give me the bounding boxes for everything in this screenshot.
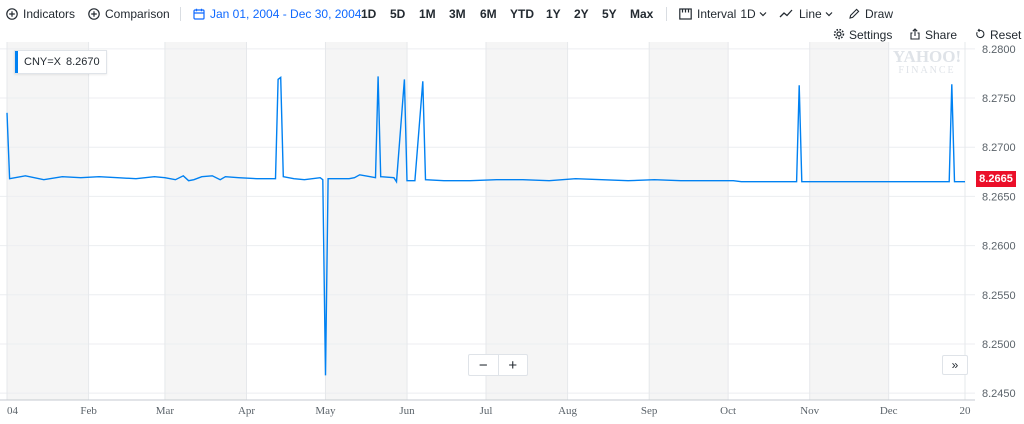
month-bands bbox=[7, 42, 889, 400]
yahoo-finance-watermark: YAHOO! FINANCE bbox=[887, 48, 967, 76]
y-tick-label: 8.2450 bbox=[982, 388, 1016, 400]
settings-button[interactable]: Settings bbox=[833, 28, 892, 42]
y-tick-label: 8.2750 bbox=[982, 93, 1016, 105]
y-tick-label: 8.2600 bbox=[982, 241, 1016, 253]
indicators-button[interactable]: Indicators bbox=[6, 0, 75, 28]
range-5d-button[interactable]: 5D bbox=[390, 7, 406, 21]
series-legend[interactable]: CNY=X 8.2670 bbox=[14, 50, 107, 74]
range-2y-button[interactable]: 2Y bbox=[574, 7, 589, 21]
range-5y-button[interactable]: 5Y bbox=[602, 7, 617, 21]
gear-icon bbox=[833, 28, 845, 43]
draw-label: Draw bbox=[865, 7, 894, 21]
month-band bbox=[164, 42, 247, 400]
chart-toolbar: Indicators Comparison Jan 01, 2004 - Dec… bbox=[0, 0, 1024, 28]
x-tick-label: Jul bbox=[480, 405, 493, 417]
range-6m-button[interactable]: 6M bbox=[480, 7, 497, 21]
reset-icon bbox=[974, 28, 986, 43]
gridlines bbox=[0, 42, 975, 400]
legend-color-swatch bbox=[15, 51, 18, 73]
legend-symbol: CNY=X bbox=[24, 56, 61, 68]
y-tick-label: 8.2650 bbox=[982, 191, 1016, 203]
x-axis-labels: 04 Feb Mar Apr May Jun Jul Aug Sep Oct Nov Dec 20 bbox=[7, 405, 971, 417]
comparison-label: Comparison bbox=[105, 7, 170, 21]
x-tick-label: Apr bbox=[238, 405, 255, 417]
date-range-label: Jan 01, 2004 - Dec 30, 2004 bbox=[210, 7, 362, 21]
zoom-in-button[interactable]: + bbox=[508, 356, 518, 374]
interval-dropdown[interactable]: Interval 1D bbox=[679, 0, 767, 28]
pencil-icon bbox=[848, 8, 860, 20]
watermark-line1: YAHOO! bbox=[892, 47, 962, 66]
comparison-button[interactable]: Comparison bbox=[88, 0, 170, 28]
chart-type-dropdown[interactable]: Line bbox=[779, 0, 833, 28]
month-band bbox=[649, 42, 729, 400]
date-range-button[interactable]: Jan 01, 2004 - Dec 30, 2004 bbox=[193, 0, 361, 28]
x-tick-label: Mar bbox=[156, 405, 175, 417]
range-1y-button[interactable]: 1Y bbox=[546, 7, 561, 21]
toolbar-divider bbox=[666, 7, 667, 21]
draw-button[interactable]: Draw bbox=[848, 0, 893, 28]
interval-label: Interval bbox=[697, 7, 737, 21]
share-button[interactable]: Share bbox=[909, 27, 958, 43]
y-tick-label: 8.2800 bbox=[982, 44, 1016, 56]
interval-icon bbox=[679, 8, 692, 20]
range-ytd-button[interactable]: YTD bbox=[510, 7, 534, 21]
zoom-divider bbox=[497, 355, 499, 375]
last-price-badge: 8.2665 bbox=[976, 171, 1016, 187]
series-line-cny bbox=[6, 76, 965, 376]
x-tick-label: Dec bbox=[880, 405, 898, 417]
y-tick-label: 8.2700 bbox=[982, 142, 1016, 154]
toolbar-divider bbox=[180, 7, 181, 21]
x-tick-label: 04 bbox=[7, 405, 19, 417]
x-tick-label: Feb bbox=[80, 405, 97, 417]
x-tick-label: Aug bbox=[558, 405, 577, 417]
line-chart-icon bbox=[779, 9, 793, 19]
x-tick-label: 20 bbox=[960, 405, 972, 417]
calendar-icon bbox=[193, 8, 205, 20]
range-3m-button[interactable]: 3M bbox=[449, 7, 466, 21]
chevron-down-icon bbox=[759, 11, 767, 17]
range-1d-button[interactable]: 1D bbox=[361, 7, 377, 21]
y-tick-label: 8.2500 bbox=[982, 339, 1016, 351]
legend-value: 8.2670 bbox=[66, 56, 100, 68]
share-label: Share bbox=[925, 28, 958, 42]
indicators-label: Indicators bbox=[23, 7, 76, 21]
interval-value: 1D bbox=[740, 7, 756, 21]
share-icon bbox=[909, 27, 921, 43]
plus-circle-icon bbox=[88, 8, 100, 20]
month-band bbox=[486, 42, 568, 400]
x-tick-label: Sep bbox=[641, 405, 658, 417]
x-tick-label: Jun bbox=[399, 405, 415, 417]
reset-button[interactable]: Reset bbox=[974, 28, 1021, 42]
x-tick-label: May bbox=[315, 405, 336, 417]
month-band bbox=[325, 42, 408, 400]
x-tick-label: Oct bbox=[720, 405, 736, 417]
zoom-out-button[interactable]: − bbox=[478, 356, 488, 374]
settings-label: Settings bbox=[849, 28, 893, 42]
month-band bbox=[7, 42, 89, 400]
y-tick-label: 8.2550 bbox=[982, 290, 1016, 302]
plus-circle-icon bbox=[6, 8, 18, 20]
reset-label: Reset bbox=[990, 28, 1022, 42]
range-1m-button[interactable]: 1M bbox=[419, 7, 436, 21]
x-tick-label: Nov bbox=[800, 405, 819, 417]
chart-type-label: Line bbox=[799, 7, 822, 21]
zoom-control: − + bbox=[468, 354, 528, 376]
watermark-line2: FINANCE bbox=[898, 65, 956, 76]
scroll-forward-button[interactable]: » bbox=[942, 355, 968, 375]
chevron-down-icon bbox=[825, 11, 833, 17]
y-axis-labels: 8.2450 8.2500 8.2550 8.2600 8.2650 8.2700 8.27… bbox=[982, 44, 1016, 400]
range-max-button[interactable]: Max bbox=[630, 7, 654, 21]
month-band bbox=[809, 42, 889, 400]
